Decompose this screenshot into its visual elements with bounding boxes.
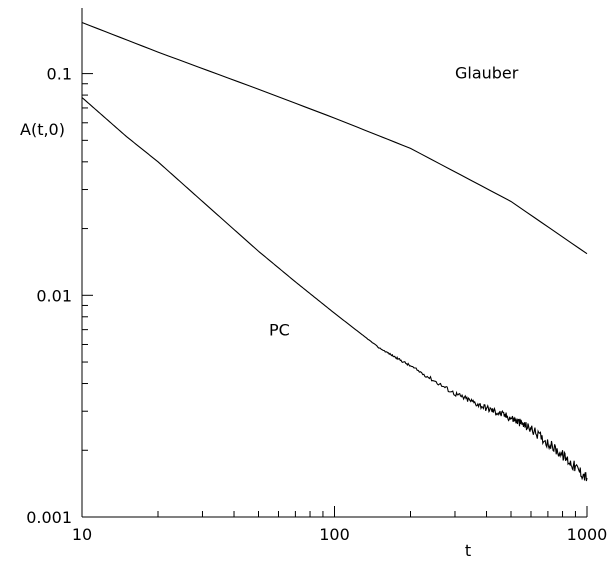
series-line-glauber	[81, 21, 588, 255]
ticks: 0.001 0.01 0.1 10 100 1000	[26, 65, 607, 544]
y-tick-label: 0.001	[26, 508, 72, 527]
x-axis-label: t	[465, 541, 471, 560]
x-tick-label: 100	[319, 525, 350, 544]
y-axis-label: A(t,0)	[20, 120, 65, 139]
x-tick-label: 10	[72, 525, 92, 544]
annotations: Glauber PC	[269, 64, 519, 340]
y-tick-label: 0.1	[47, 65, 72, 84]
series-line-pc	[81, 97, 588, 482]
x-tick-label: 1000	[567, 525, 608, 544]
axes	[81, 8, 587, 518]
y-tick-label: 0.01	[36, 286, 72, 305]
annotation-pc: PC	[269, 320, 290, 339]
series-group	[81, 21, 588, 482]
annotation-glauber: Glauber	[455, 64, 519, 83]
